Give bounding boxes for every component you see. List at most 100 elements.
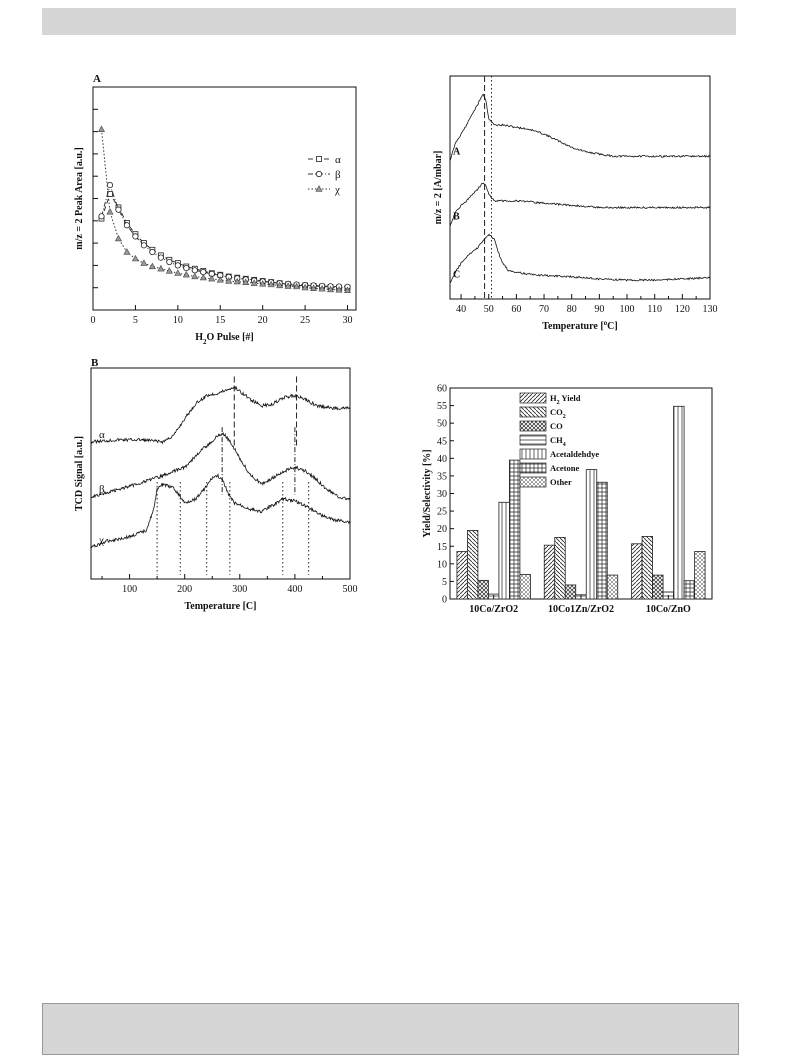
x-tick-label: 90 <box>594 304 604 315</box>
series-line-1 <box>90 432 350 501</box>
data-point <box>148 262 156 270</box>
header-band <box>42 8 736 35</box>
data-point <box>284 282 292 289</box>
y-tick-label: 35 <box>437 471 447 482</box>
y-axis-label: Yield/Selectivity [%] <box>422 449 433 537</box>
x-axis-label: H2O Pulse [#] <box>195 332 254 346</box>
legend-label: CH4 <box>550 435 566 448</box>
x-tick-label: 100 <box>122 584 137 595</box>
data-point <box>183 264 190 272</box>
x-tick-label: 60 <box>511 304 521 315</box>
data-point <box>259 280 267 287</box>
x-tick-label: 120 <box>675 304 690 315</box>
legend-marker <box>315 185 323 192</box>
data-point <box>157 264 165 272</box>
y-tick-label: 15 <box>437 542 447 553</box>
y-tick-label: 5 <box>442 577 447 588</box>
plot-frame <box>449 75 711 300</box>
panel-tpd-chart: 40 50 60 70 80 90 100 110 120 130 Temperature [oC]… <box>433 75 718 332</box>
series-line-0 <box>90 385 350 445</box>
y-tick-label: 50 <box>437 419 447 430</box>
y-tick-label: 10 <box>437 559 447 570</box>
data-point <box>344 286 352 293</box>
y-tick-label: 40 <box>437 454 447 465</box>
y-tick-label: 20 <box>437 524 447 535</box>
footer-band <box>42 1003 739 1055</box>
bar-crosshatch <box>694 551 706 600</box>
data-point <box>250 279 258 286</box>
data-point <box>191 272 199 280</box>
data-point <box>182 270 190 278</box>
x-tick-label: 400 <box>287 584 302 595</box>
legend-label: Acetone <box>550 463 579 473</box>
x-tick-label: 10 <box>173 315 183 326</box>
bar-diag-left <box>641 536 653 600</box>
data-point <box>267 280 275 288</box>
bar-grid <box>509 459 521 600</box>
data-point <box>98 213 105 220</box>
data-point <box>131 254 139 262</box>
data-point <box>310 284 318 291</box>
bar-diag-left <box>467 530 479 600</box>
legend-swatch <box>519 406 547 418</box>
data-point <box>106 182 114 189</box>
y-axis-label: m/z = 2 Peak Area [a.u.] <box>74 147 85 249</box>
panel-a-chart: A 0 5 10 15 20 25 30 H2O Pulse [#] m/z = 2 Peak … <box>74 73 357 346</box>
series-line-C <box>449 233 711 284</box>
x-axis-label: Temperature [oC] <box>542 319 617 332</box>
x-tick-label: 500 <box>343 584 358 595</box>
bar-crosshatch <box>606 574 619 600</box>
category-label: 10Co/ZnO <box>646 604 691 615</box>
panel-a-letter: A <box>93 73 101 85</box>
bar-crosshatch-dense <box>477 579 489 600</box>
bar-diag-right <box>631 543 643 600</box>
x-tick-label: 40 <box>456 304 466 315</box>
category-label: 10Co/ZrO2 <box>469 604 518 615</box>
legend-label: H2 Yield <box>550 393 581 406</box>
legend-label: Other <box>550 477 572 487</box>
y-tick-label: 45 <box>437 436 447 447</box>
x-tick-label: 70 <box>539 304 549 315</box>
data-point <box>242 278 250 285</box>
data-point <box>157 254 164 261</box>
legend-label: CO2 <box>550 407 566 420</box>
x-tick-label: 110 <box>647 304 662 315</box>
x-tick-label: 50 <box>484 304 494 315</box>
legend-marker <box>315 170 323 178</box>
legend-swatch <box>519 448 547 460</box>
x-tick-label: 0 <box>91 315 96 326</box>
data-point <box>123 248 131 255</box>
series-line-2 <box>101 129 348 291</box>
data-point <box>165 267 173 274</box>
bar-vertical <box>498 501 510 600</box>
plot-frame <box>449 387 713 600</box>
bar-vertical <box>673 405 685 600</box>
legend-label: α <box>335 154 341 166</box>
y-tick-label: 0 <box>442 595 447 606</box>
series-line-A <box>449 93 711 162</box>
data-point <box>276 281 284 289</box>
data-point <box>114 234 122 242</box>
bar-grid <box>596 481 608 600</box>
bar-diag-left <box>554 537 566 600</box>
data-point <box>318 284 326 292</box>
panel-b-chart: B 100 200 300 400 500 Temperature [C] TCD Sign… <box>74 357 358 612</box>
y-tick-label: 25 <box>437 507 447 518</box>
data-point <box>216 276 224 283</box>
data-point <box>140 242 148 249</box>
data-point <box>132 233 139 240</box>
series-label: B <box>453 211 460 222</box>
data-point <box>140 259 148 266</box>
y-axis-label: m/z = 2 [A/mbar] <box>433 151 444 225</box>
series-line-B <box>449 182 711 227</box>
x-axis-label: Temperature [C] <box>185 601 257 612</box>
legend-swatch <box>519 434 547 446</box>
legend-label: χ <box>334 184 340 196</box>
data-point <box>149 248 156 256</box>
bar-diag-right <box>456 551 468 600</box>
data-point <box>191 267 198 274</box>
legend-label: CO <box>550 421 563 431</box>
data-point <box>225 277 233 284</box>
x-tick-label: 20 <box>258 315 268 326</box>
series-line-2 <box>90 472 350 549</box>
